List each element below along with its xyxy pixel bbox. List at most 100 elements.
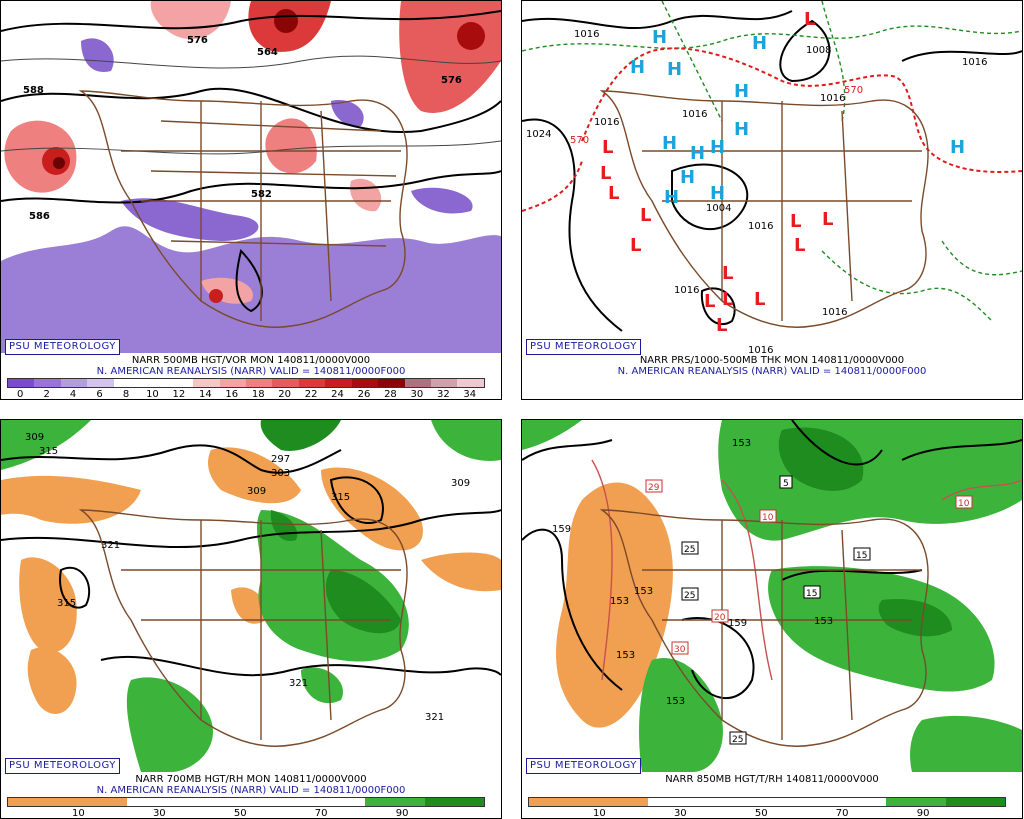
temp-box: 25 (732, 735, 743, 745)
rh-colorbar (7, 797, 485, 807)
colorbar-tick-label: 14 (198, 389, 212, 400)
panel-subtitle: N. AMERICAN REANALYSIS (NARR) VALID = 14… (96, 366, 406, 377)
high-pressure-symbol: H (950, 137, 965, 158)
colorbar-segment (767, 798, 827, 806)
colorbar-segment (219, 379, 246, 387)
rh-colorbar-labels: 10 30 50 70 90 (7, 808, 483, 819)
low-pressure-symbol: L (790, 211, 801, 232)
isobar-label: 1024 (526, 129, 551, 140)
contour-label: 588 (23, 85, 44, 96)
colorbar-tick-label: 30 (673, 808, 687, 819)
colorbar-tick-label: 0 (17, 389, 24, 400)
panel-500mb-vorticity: 588 576 564 576 586 582 PSU METEOROLOGY … (0, 0, 502, 400)
isobar-label: 1008 (806, 45, 831, 56)
high-pressure-symbol: H (667, 59, 682, 80)
colorbar-segment (707, 798, 767, 806)
high-pressure-symbol: H (652, 27, 667, 48)
colorbar-segment (8, 379, 35, 387)
contour-label: 153 (616, 650, 635, 661)
colorbar-segment (648, 798, 708, 806)
isobar-label: 1016 (748, 345, 773, 353)
temp-box: 15 (856, 551, 867, 561)
colorbar-tick-label: 34 (463, 389, 477, 400)
low-pressure-symbol: L (600, 163, 611, 184)
isobar-label: 1016 (748, 221, 773, 232)
colorbar-tick-label: 22 (304, 389, 318, 400)
temp-box-red: 30 (674, 645, 686, 655)
panel-850mb-t-rh: 153 159 153 153 153 159 153 153 5 25 25 … (521, 419, 1023, 819)
colorbar-tick-label: 90 (916, 808, 930, 819)
temp-box: 5 (783, 479, 789, 489)
low-pressure-symbol: L (716, 315, 727, 336)
contour-label: 159 (728, 618, 747, 629)
high-pressure-symbol: H (680, 167, 695, 188)
contour-label: 564 (257, 47, 278, 58)
panel-title: NARR PRS/1000-500MB THK MON 140811/0000V… (639, 355, 905, 366)
colorbar-segment (272, 379, 299, 387)
colorbar-segment (945, 798, 1005, 806)
colorbar-segment (67, 798, 127, 806)
colorbar-segment (325, 379, 352, 387)
colorbar-segment (365, 798, 425, 806)
isobar-label: 1016 (674, 285, 699, 296)
contour-label: 315 (57, 598, 76, 609)
vorticity-colorbar-labels: 0 2 4 6 8 10 12 14 16 18 20 22 24 26 28 30 32 34 (7, 389, 483, 400)
isobar-label: 1016 (820, 93, 845, 104)
isobar-label: 1004 (706, 203, 731, 214)
colorbar-segment (186, 798, 246, 806)
colorbar-segment (826, 798, 886, 806)
colorbar-tick-label: 16 (225, 389, 239, 400)
isobar-label: 1016 (594, 117, 619, 128)
contour-label: 586 (29, 211, 50, 222)
colorbar-segment (245, 379, 273, 387)
contour-label: 297 (271, 454, 290, 465)
colorbar-tick-label: 70 (835, 808, 849, 819)
colorbar-tick-label: 8 (122, 389, 130, 400)
colorbar-segment (404, 379, 431, 387)
colorbar-tick-label: 10 (72, 808, 85, 819)
low-pressure-symbol: L (602, 137, 613, 158)
low-pressure-symbol: L (822, 209, 833, 230)
brand-label: PSU METEOROLOGY (526, 339, 641, 355)
colorbar-tick-label: 6 (96, 389, 103, 400)
map-500mb: 588 576 564 576 586 582 (1, 1, 501, 353)
high-pressure-symbol: H (662, 133, 677, 154)
rh-colorbar-labels: 10 30 50 70 90 (528, 808, 1004, 819)
brand-label: PSU METEOROLOGY (526, 758, 641, 774)
contour-label: 321 (425, 712, 444, 723)
low-pressure-symbol: L (754, 289, 765, 310)
colorbar-segment (34, 379, 61, 387)
contour-label: 153 (732, 438, 751, 449)
colorbar-tick-label: 32 (436, 389, 450, 400)
thickness-label: 570 (844, 85, 863, 96)
brand-label: PSU METEOROLOGY (5, 339, 120, 355)
contour-label: 315 (331, 492, 350, 503)
colorbar-segment (305, 798, 365, 806)
high-pressure-symbol: H (734, 81, 749, 102)
high-pressure-symbol: H (664, 187, 679, 208)
colorbar-tick-label: 12 (172, 389, 186, 400)
colorbar-segment (60, 379, 88, 387)
map-700mb: 309 315 303 297 309 315 309 321 315 321 … (1, 420, 501, 772)
colorbar-tick-label: 50 (233, 808, 247, 819)
contour-label: 582 (251, 189, 272, 200)
colorbar-segment (351, 379, 379, 387)
colorbar-segment (886, 798, 946, 806)
colorbar-tick-label: 24 (331, 389, 344, 400)
isobar-label: 1016 (962, 57, 987, 68)
colorbar-segment (298, 379, 326, 387)
low-pressure-symbol: L (722, 289, 733, 310)
contour-label: 576 (441, 75, 462, 86)
temp-box-red: 10 (958, 499, 970, 509)
contour-label: 153 (814, 616, 833, 627)
high-pressure-symbol: H (710, 183, 725, 204)
map-850mb: 153 159 153 153 153 159 153 153 5 25 25 … (522, 420, 1022, 772)
contour-label: 153 (666, 696, 685, 707)
colorbar-tick-label: 20 (278, 389, 292, 400)
colorbar-segment (424, 798, 484, 806)
colorbar-segment (431, 379, 458, 387)
colorbar-tick-label: 26 (357, 389, 371, 400)
map-pressure: H H H H H H H H H H H H H L L L L L L (522, 1, 1022, 353)
colorbar-segment (166, 379, 194, 387)
colorbar-segment (8, 798, 68, 806)
